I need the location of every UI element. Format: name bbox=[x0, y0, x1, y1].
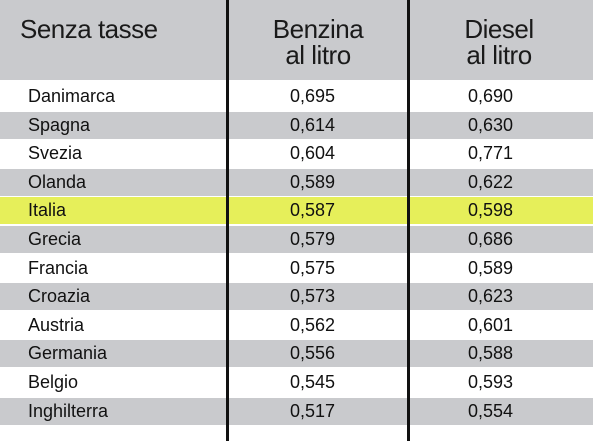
country-cell: Francia bbox=[28, 257, 89, 278]
price-cell: 0,598 bbox=[468, 200, 514, 221]
price-cell: 0,630 bbox=[468, 114, 514, 135]
price-cell: 0,686 bbox=[468, 229, 514, 249]
country-cell: Spagna bbox=[28, 114, 91, 135]
table-row: Francia 0,575 0,589 bbox=[0, 254, 593, 282]
price-cell: 0,573 bbox=[290, 286, 336, 307]
country-cell: Danimarca bbox=[28, 86, 116, 106]
price-cell: 0,604 bbox=[290, 143, 336, 164]
table-row: Grecia 0,579 0,686 bbox=[0, 226, 593, 253]
price-cell: 0,614 bbox=[290, 114, 336, 135]
price-cell: 0,575 bbox=[290, 257, 336, 278]
price-cell: 0,593 bbox=[468, 372, 514, 392]
country-cell: Croazia bbox=[28, 286, 91, 307]
header-cell: Benzina bbox=[272, 14, 364, 44]
country-cell: Inghilterra bbox=[28, 400, 109, 421]
price-cell: 0,771 bbox=[468, 143, 514, 164]
table-row: Belgio 0,545 0,593 bbox=[0, 369, 593, 396]
country-cell: Grecia bbox=[28, 229, 82, 249]
price-cell: 0,545 bbox=[290, 372, 336, 392]
price-cell: 0,589 bbox=[290, 171, 336, 192]
price-cell: 0,587 bbox=[290, 200, 336, 221]
table-row: Croazia 0,573 0,623 bbox=[0, 283, 593, 311]
table-row: Svezia 0,604 0,771 bbox=[0, 140, 593, 168]
price-cell: 0,622 bbox=[468, 171, 514, 192]
table-row: Danimarca 0,695 0,690 bbox=[0, 83, 593, 110]
price-cell: 0,623 bbox=[468, 286, 514, 307]
header-cell: al litro bbox=[285, 40, 351, 70]
table-row: Italia 0,587 0,598 bbox=[0, 197, 593, 225]
price-cell: 0,579 bbox=[290, 229, 336, 249]
price-cell: 0,562 bbox=[290, 314, 336, 335]
table-row: Inghilterra 0,517 0,554 bbox=[0, 397, 593, 425]
column-divider bbox=[226, 0, 229, 441]
price-cell: 0,695 bbox=[290, 86, 336, 106]
price-cell: 0,588 bbox=[468, 343, 514, 364]
column-divider bbox=[407, 0, 410, 441]
price-cell: 0,589 bbox=[468, 257, 514, 278]
country-cell: Austria bbox=[28, 314, 85, 335]
header-cell: Senza tasse bbox=[20, 14, 158, 44]
price-cell: 0,601 bbox=[468, 314, 514, 335]
price-cell: 0,554 bbox=[468, 400, 514, 421]
table-row: Austria 0,562 0,601 bbox=[0, 311, 593, 339]
header-cell: al litro bbox=[466, 40, 532, 70]
price-cell: 0,517 bbox=[290, 400, 336, 421]
table-row: Spagna 0,614 0,630 bbox=[0, 111, 593, 139]
country-cell: Germania bbox=[28, 343, 108, 364]
country-cell: Belgio bbox=[28, 372, 79, 392]
table-row: Germania 0,556 0,588 bbox=[0, 340, 593, 368]
table-header: Senza tasse Benzina al litro Diesel al l… bbox=[0, 0, 593, 80]
price-cell: 0,690 bbox=[468, 86, 514, 106]
country-cell: Svezia bbox=[28, 143, 83, 164]
country-cell: Olanda bbox=[28, 171, 87, 192]
table-row: Olanda 0,589 0,622 bbox=[0, 168, 593, 196]
header-cell: Diesel bbox=[464, 14, 534, 44]
price-cell: 0,556 bbox=[290, 343, 336, 364]
country-cell: Italia bbox=[28, 200, 67, 221]
